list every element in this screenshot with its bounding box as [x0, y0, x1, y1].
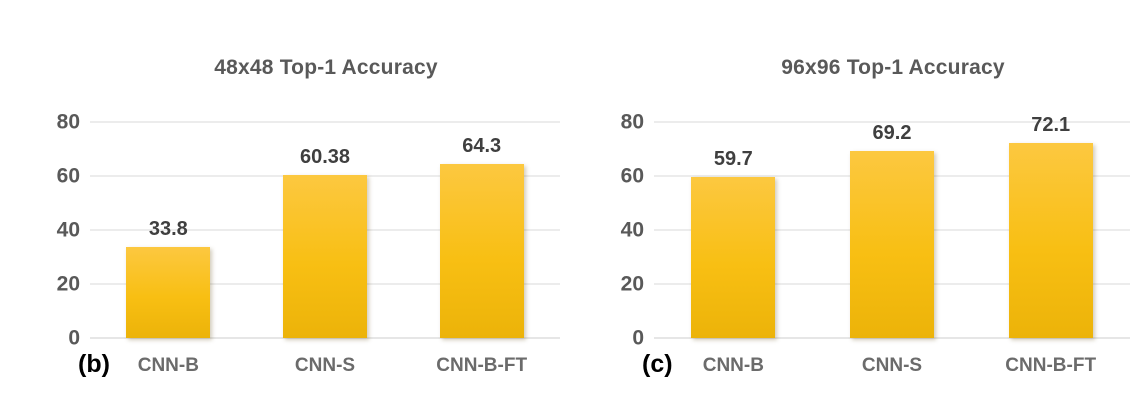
bar-slots: 33.8 60.38 64.3 [90, 122, 560, 338]
category-label-cnn-b-ft: CNN-B-FT [436, 355, 528, 376]
chart-title: 48x48 Top-1 Accuracy [214, 56, 438, 79]
chart-panel-b: 48x48 Top-1 Accuracy 0 20 40 60 80 33.8 60.38… [28, 0, 562, 404]
category-label-cnn-s: CNN-S [861, 355, 923, 376]
gridline-80 [90, 121, 560, 123]
x-axis: CNN-B CNN-S CNN-B-FT [654, 350, 1130, 382]
panel-label-c: (c) [642, 350, 673, 378]
bar-slot-cnn-b: 59.7 [654, 122, 813, 338]
bar-slot-cnn-b-ft: 72.1 [971, 115, 1130, 338]
value-label-cnn-s: 60.38 [299, 145, 351, 168]
bar-cnn-b-ft [439, 164, 524, 338]
value-label-cnn-b-ft: 72.1 [1031, 114, 1071, 137]
category-label-cnn-b: CNN-B [137, 355, 199, 376]
chart-panel-c: 96x96 Top-1 Accuracy 0 20 40 60 80 59.7 69.2 7… [592, 0, 1132, 404]
bar-cnn-s [850, 151, 934, 338]
y-tick-label-20: 20 [56, 272, 80, 296]
value-label-cnn-b: 59.7 [713, 147, 753, 170]
panel-label-b: (b) [78, 350, 110, 378]
y-tick-label-40: 40 [56, 218, 80, 242]
y-tick-label-0: 0 [68, 326, 80, 350]
y-tick-label-40: 40 [620, 218, 644, 242]
bar-cnn-b [126, 246, 211, 338]
category-label-cnn-b-ft: CNN-B-FT [1005, 355, 1097, 376]
gridline-80 [654, 121, 1130, 123]
plot-area: 59.7 69.2 72.1 [654, 115, 1130, 339]
value-label-cnn-s: 69.2 [872, 122, 912, 145]
y-tick-label-80: 80 [56, 110, 80, 134]
y-tick-label-60: 60 [56, 164, 80, 188]
bar-cnn-b-ft [1008, 143, 1093, 338]
value-label-cnn-b: 33.8 [148, 217, 188, 240]
value-label-cnn-b-ft: 64.3 [462, 135, 502, 158]
y-axis: 0 20 40 60 80 [592, 112, 644, 349]
y-tick-label-80: 80 [620, 110, 644, 134]
bar-cnn-b [691, 176, 776, 338]
bar-slot-cnn-s: 60.38 [247, 122, 404, 338]
bar-slots: 59.7 69.2 72.1 [654, 115, 1130, 338]
bar-cnn-s [283, 174, 367, 338]
bar-slot-cnn-b-ft: 64.3 [403, 122, 560, 338]
x-axis: CNN-B CNN-S CNN-B-FT [90, 350, 560, 382]
bar-slot-cnn-b: 33.8 [90, 122, 247, 338]
chart-title: 96x96 Top-1 Accuracy [781, 56, 1005, 79]
y-tick-label-0: 0 [632, 326, 644, 350]
category-label-cnn-b: CNN-B [702, 355, 764, 376]
bar-slot-cnn-s: 69.2 [813, 122, 972, 338]
y-tick-label-20: 20 [620, 272, 644, 296]
y-axis: 0 20 40 60 80 [28, 112, 80, 349]
category-label-cnn-s: CNN-S [294, 355, 356, 376]
gridline-0 [654, 337, 1130, 339]
plot-area: 33.8 60.38 64.3 [90, 121, 560, 339]
y-tick-label-60: 60 [620, 164, 644, 188]
gridline-0 [90, 337, 560, 339]
